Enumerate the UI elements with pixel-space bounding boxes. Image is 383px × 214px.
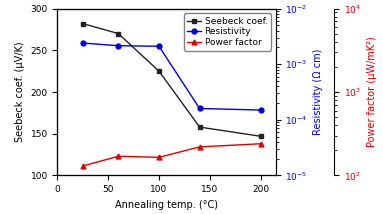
Y-axis label: Seebeck coef. (μV/K): Seebeck coef. (μV/K) bbox=[15, 42, 25, 142]
Line: Resistivity: Resistivity bbox=[80, 41, 263, 113]
Power factor bbox=[258, 143, 263, 145]
Y-axis label: Resistivity (Ω cm): Resistivity (Ω cm) bbox=[314, 49, 324, 135]
Seebeck coef. bbox=[80, 22, 85, 25]
Resistivity bbox=[258, 109, 263, 111]
Seebeck coef. bbox=[157, 70, 161, 72]
Seebeck coef. bbox=[258, 135, 263, 138]
Resistivity bbox=[197, 107, 202, 110]
Legend: Seebeck coef., Resistivity, Power factor: Seebeck coef., Resistivity, Power factor bbox=[184, 13, 271, 51]
Resistivity bbox=[116, 45, 121, 47]
Resistivity bbox=[157, 45, 161, 48]
Line: Seebeck coef.: Seebeck coef. bbox=[80, 21, 263, 139]
Resistivity bbox=[80, 42, 85, 44]
Y-axis label: Power factor (μW/mK²): Power factor (μW/mK²) bbox=[367, 37, 376, 147]
Seebeck coef. bbox=[116, 32, 121, 35]
Power factor bbox=[80, 165, 85, 167]
Power factor bbox=[116, 155, 121, 158]
X-axis label: Annealing temp. (°C): Annealing temp. (°C) bbox=[115, 200, 218, 210]
Power factor bbox=[157, 156, 161, 159]
Seebeck coef. bbox=[197, 126, 202, 128]
Line: Power factor: Power factor bbox=[80, 141, 263, 168]
Power factor bbox=[197, 146, 202, 148]
